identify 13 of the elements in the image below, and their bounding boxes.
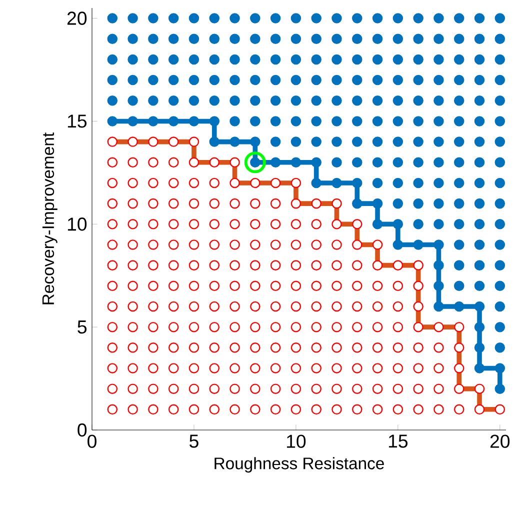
x-tick-label: 20 bbox=[490, 434, 510, 448]
y-tick-label: 5 bbox=[78, 320, 87, 334]
y-tick-label: 15 bbox=[68, 114, 87, 128]
x-tick-label: 15 bbox=[388, 434, 408, 448]
point bbox=[244, 152, 266, 174]
y-tick-label: 20 bbox=[67, 12, 87, 25]
y-tick-label: 0 bbox=[78, 423, 87, 437]
x-tick-label: 10 bbox=[286, 434, 306, 448]
x-tick-label: 5 bbox=[190, 434, 198, 448]
x-tick-label: 0 bbox=[88, 434, 96, 448]
y-tick-label: 10 bbox=[68, 218, 87, 231]
x-axis-title: Roughness Resistance bbox=[214, 457, 384, 473]
y-axis-title: Recovery-Improvement bbox=[42, 132, 58, 304]
